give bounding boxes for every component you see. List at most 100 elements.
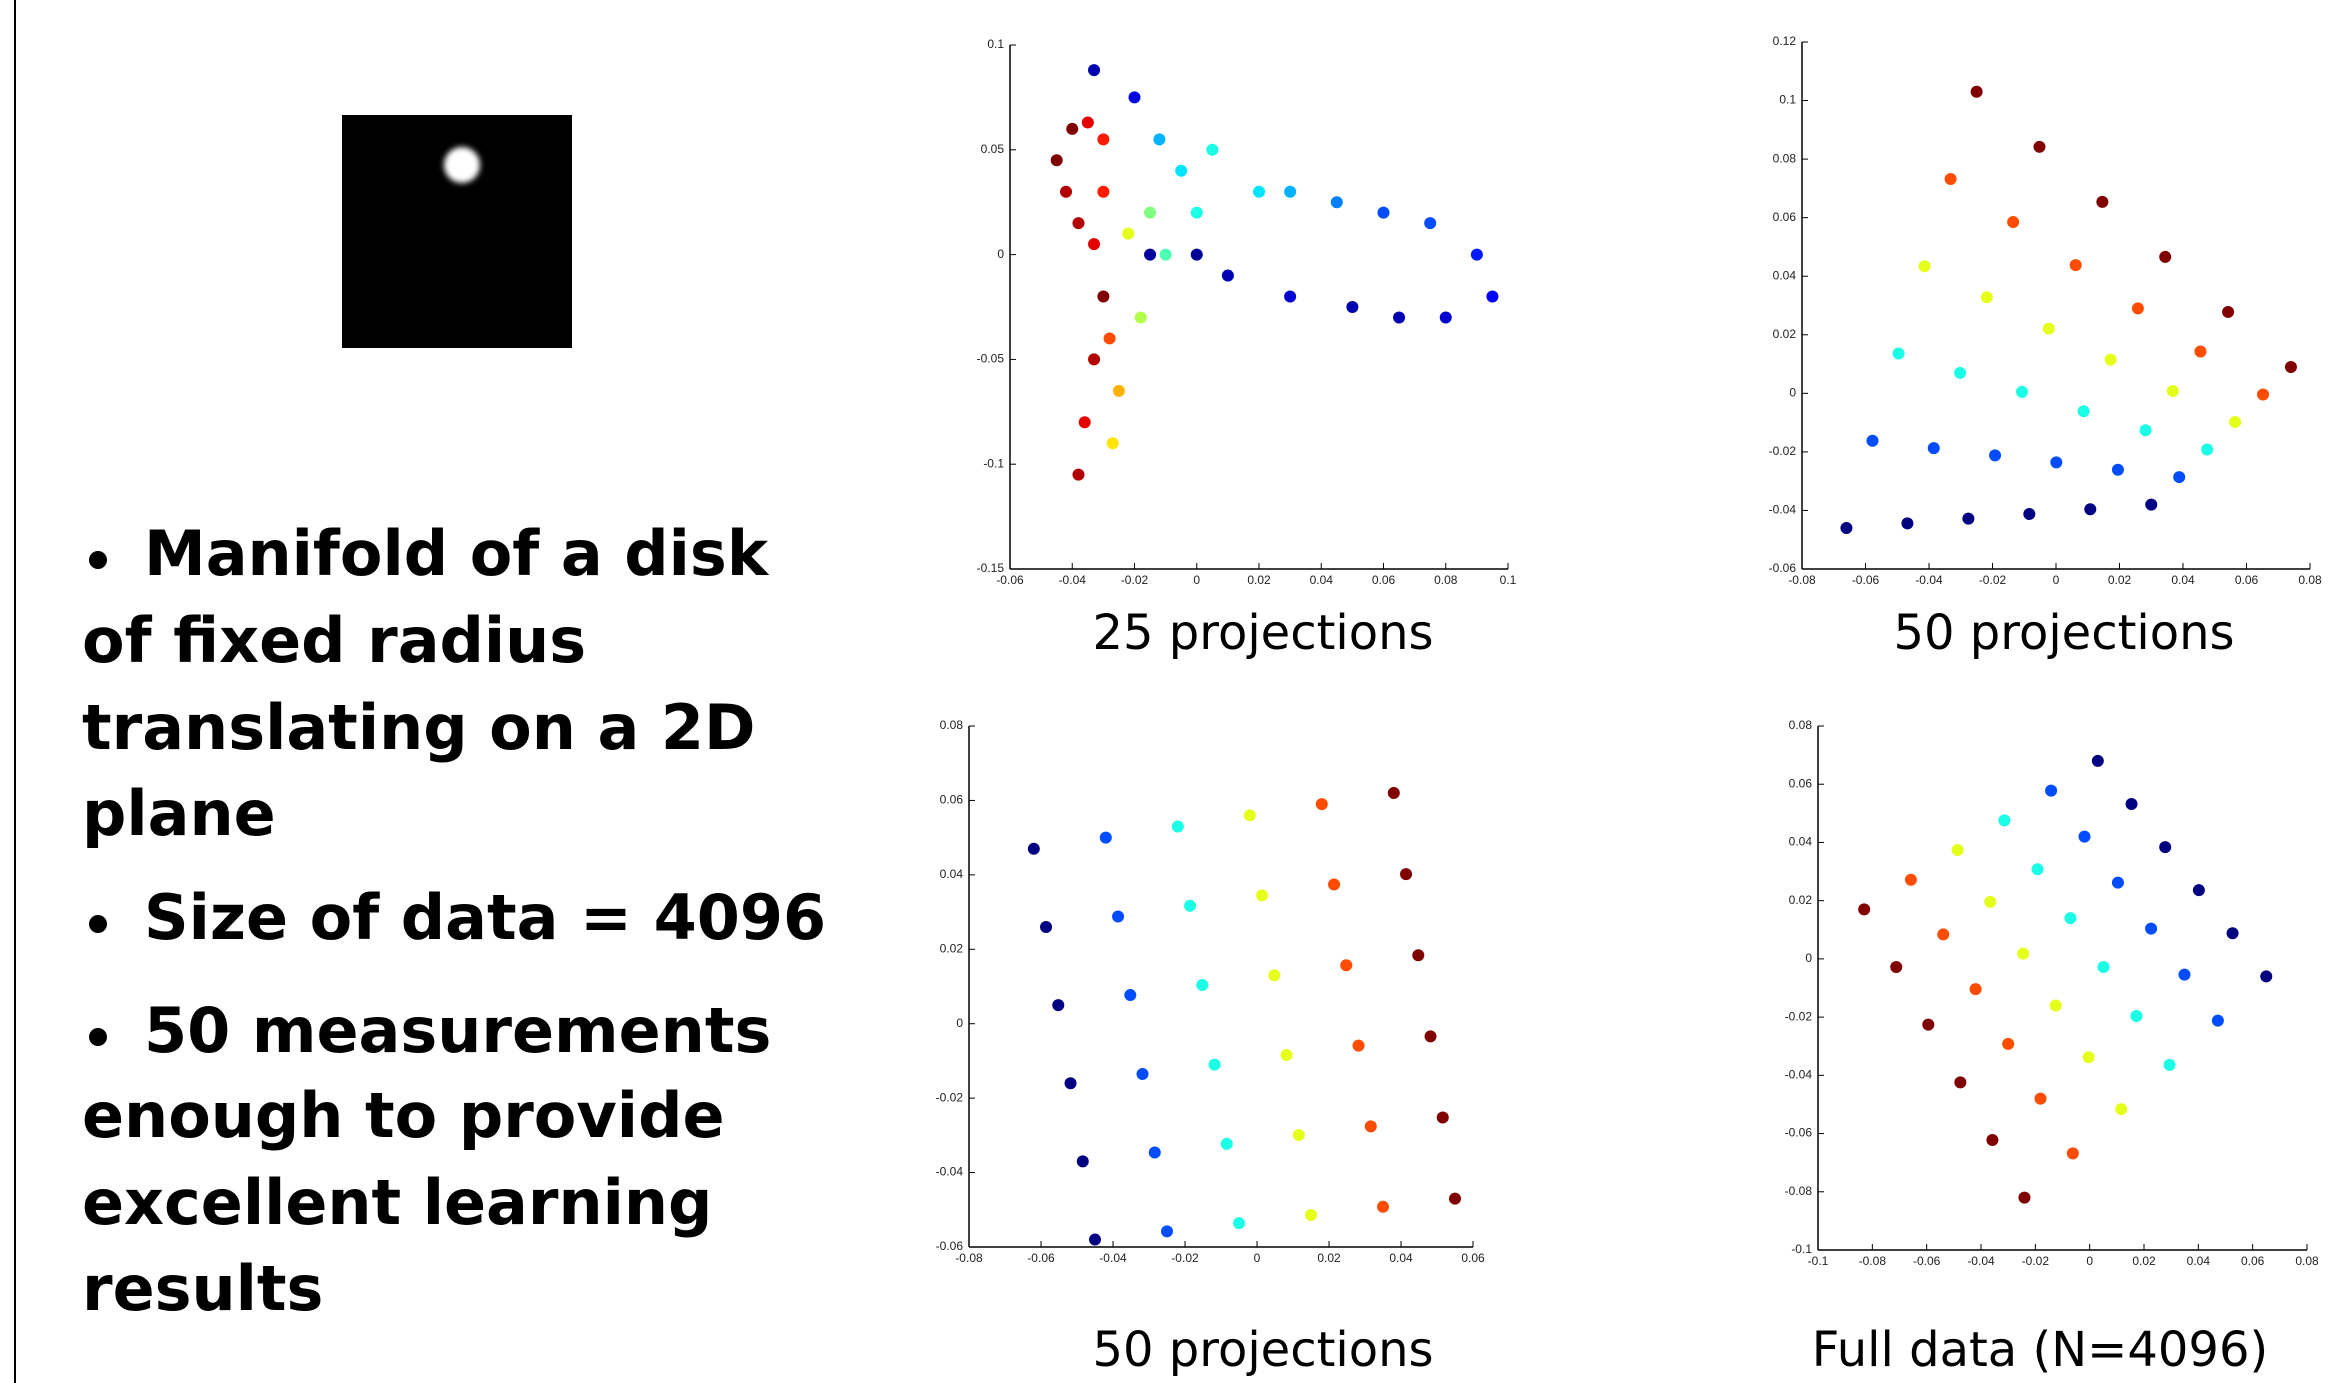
x-tick-label: -0.04 <box>1099 1251 1127 1265</box>
point <box>1153 133 1165 145</box>
x-tick-label: 0.06 <box>1372 573 1396 587</box>
point <box>1989 449 2001 461</box>
point <box>1316 798 1328 810</box>
point <box>1281 1049 1293 1061</box>
point <box>2260 970 2272 982</box>
bullet-text: Manifold of a disk <box>144 517 770 590</box>
point <box>2212 1015 2224 1027</box>
point <box>1328 879 1340 891</box>
point <box>1072 217 1084 229</box>
point <box>2178 969 2190 981</box>
point <box>2017 948 2029 960</box>
point <box>1160 249 1172 261</box>
y-tick-label: 0.04 <box>940 867 964 881</box>
y-tick-label: 0.08 <box>1773 151 1797 165</box>
point <box>2070 259 2082 271</box>
x-tick-label: 0.04 <box>1310 573 1334 587</box>
point <box>2167 385 2179 397</box>
point <box>1981 291 1993 303</box>
point <box>2023 508 2035 520</box>
x-tick-label: 0.08 <box>2298 573 2322 587</box>
x-tick-label: -0.08 <box>1859 1254 1887 1268</box>
x-tick-label: 0 <box>2086 1254 2093 1268</box>
point <box>1986 1134 1998 1146</box>
y-tick-label: -0.04 <box>1769 503 1797 517</box>
point <box>1051 154 1063 166</box>
y-tick-label: -0.04 <box>936 1165 964 1179</box>
point <box>1233 1217 1245 1229</box>
x-tick-label: 0.04 <box>2187 1254 2211 1268</box>
point <box>1937 928 1949 940</box>
x-tick-label: -0.1 <box>1808 1254 1829 1268</box>
point <box>2105 354 2117 366</box>
y-tick-label: 0.06 <box>1773 210 1797 224</box>
point <box>2067 1147 2079 1159</box>
point <box>1077 1155 1089 1167</box>
point <box>2229 416 2241 428</box>
y-tick-label: 0.06 <box>940 793 964 807</box>
y-tick-label: -0.1 <box>1791 1242 1812 1256</box>
chart-caption: Full data (N=4096) <box>1812 1322 2268 1378</box>
point <box>1919 260 1931 272</box>
y-tick-label: -0.08 <box>1785 1184 1813 1198</box>
point <box>2084 503 2096 515</box>
point <box>1209 1059 1221 1071</box>
point <box>2159 841 2171 853</box>
point <box>1072 469 1084 481</box>
point <box>2145 499 2157 511</box>
x-tick-label: -0.04 <box>1915 573 1943 587</box>
point <box>2018 1192 2030 1204</box>
point <box>2079 831 2091 843</box>
point <box>1052 999 1064 1011</box>
point <box>1124 989 1136 1001</box>
bullet-dot <box>89 915 107 933</box>
x-tick-label: 0 <box>2053 573 2060 587</box>
x-tick-label: 0.06 <box>2235 573 2259 587</box>
bullet-dot <box>89 1028 107 1046</box>
y-tick-label: -0.04 <box>1785 1068 1813 1082</box>
point <box>1089 1234 1101 1246</box>
point <box>1412 949 1424 961</box>
point <box>2115 1103 2127 1115</box>
disk <box>444 147 480 183</box>
y-tick-label: 0 <box>1805 951 1812 965</box>
point <box>2201 444 2213 456</box>
point <box>1893 348 1905 360</box>
point <box>1971 86 1983 98</box>
point <box>1144 249 1156 261</box>
bullet-text: enough to provide <box>82 1079 725 1152</box>
x-tick-label: -0.02 <box>2022 1254 2050 1268</box>
point <box>2173 471 2185 483</box>
x-tick-label: 0.04 <box>1389 1251 1413 1265</box>
x-tick-label: 0.1 <box>1500 573 1517 587</box>
point <box>1284 186 1296 198</box>
point <box>1184 900 1196 912</box>
point <box>2159 251 2171 263</box>
y-tick-label: -0.06 <box>1785 1126 1813 1140</box>
point <box>2164 1059 2176 1071</box>
point <box>1998 814 2010 826</box>
point <box>1346 301 1358 313</box>
point <box>1196 979 1208 991</box>
point <box>1425 1030 1437 1042</box>
point <box>1097 291 1109 303</box>
x-tick-label: -0.02 <box>1171 1251 1199 1265</box>
x-tick-label: 0.02 <box>2108 573 2132 587</box>
point <box>1486 291 1498 303</box>
point <box>1840 522 1852 534</box>
point <box>2112 877 2124 889</box>
point <box>2222 306 2234 318</box>
point <box>2257 389 2269 401</box>
point <box>1945 173 1957 185</box>
point <box>1866 435 1878 447</box>
point <box>2132 302 2144 314</box>
bullet-text: translating on a 2D <box>82 691 756 764</box>
point <box>1901 517 1913 529</box>
x-tick-label: 0 <box>1254 1251 1261 1265</box>
y-tick-label: 0.05 <box>981 142 1005 156</box>
point <box>2227 927 2239 939</box>
x-tick-label: 0.08 <box>2295 1254 2319 1268</box>
point <box>2078 405 2090 417</box>
y-tick-label: 0.02 <box>940 941 964 955</box>
point <box>1028 843 1040 855</box>
